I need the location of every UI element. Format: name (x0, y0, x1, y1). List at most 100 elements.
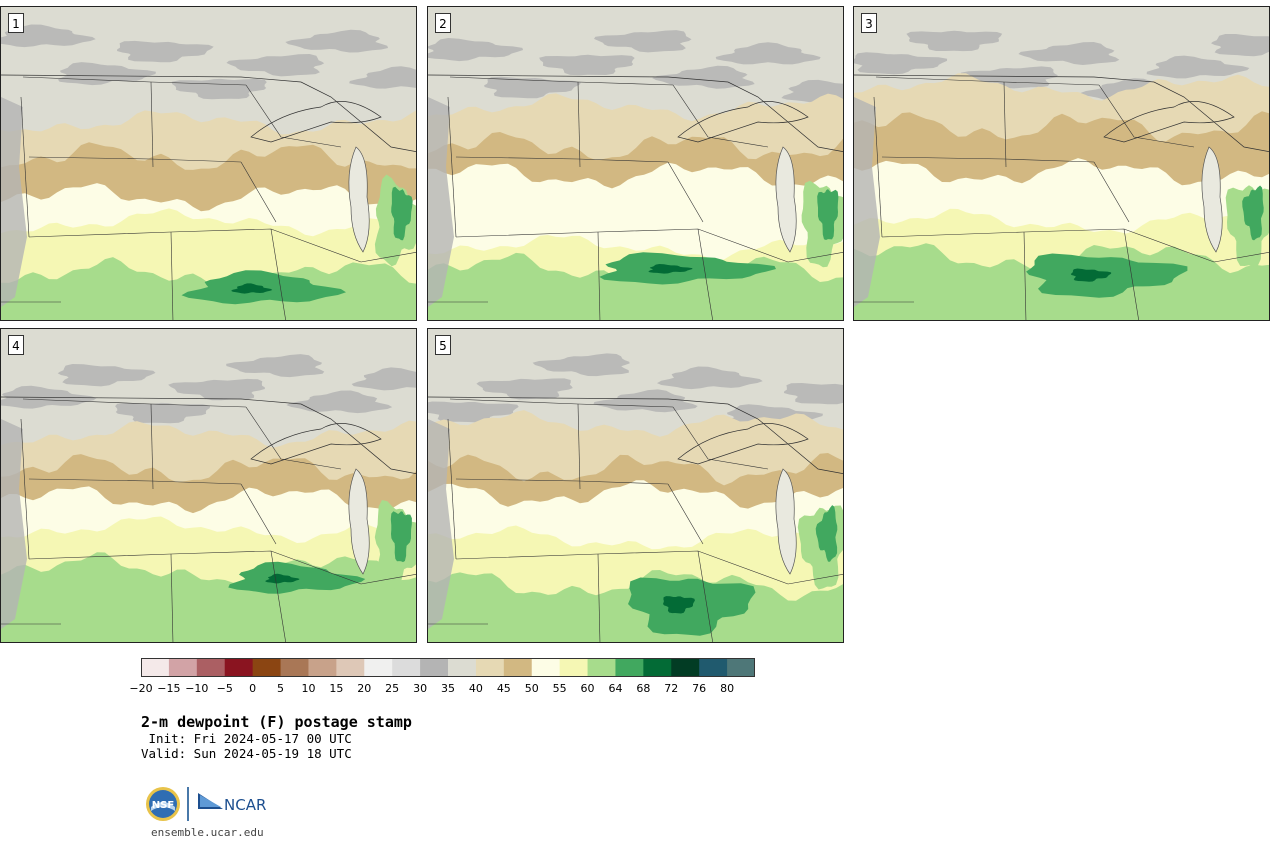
colorbar-segment (699, 658, 728, 677)
dewpoint-shading-region (390, 511, 412, 563)
colorbar-segment (196, 658, 226, 677)
state-boundary-line (240, 483, 277, 545)
dewpoint-shading-region (57, 364, 156, 387)
colorbar-segment (168, 658, 198, 677)
dewpoint-field-map (428, 329, 843, 642)
lake-outline (775, 146, 797, 253)
dewpoint-shading-region (783, 383, 843, 405)
member-number-badge: 4 (8, 335, 24, 355)
colorbar-tick-label: 15 (329, 682, 344, 695)
state-boundary-line (455, 478, 669, 485)
country-boundary-line (1, 74, 416, 152)
colorbar-segment (364, 658, 393, 677)
state-boundary-line (270, 228, 286, 320)
colorbar-tick-label: 60 (580, 682, 595, 695)
colorbar-tick-label: −10 (185, 682, 209, 695)
state-boundary-line (360, 252, 416, 263)
colorbar-segment (727, 658, 755, 677)
colorbar-segment (280, 658, 310, 677)
dewpoint-shading-region (539, 54, 635, 76)
country-boundary-line (854, 74, 1269, 152)
state-boundary-line (360, 574, 416, 585)
colorbar-tick-label: 55 (552, 682, 567, 695)
dewpoint-shading-region (1, 419, 27, 629)
dewpoint-shading-region (854, 97, 880, 307)
dewpoint-shading-region (532, 353, 630, 377)
state-boundary-line (1003, 81, 1007, 168)
footer-site-url: ensemble.ucar.edu (151, 826, 264, 839)
state-boundary-line (245, 406, 342, 470)
dewpoint-shading-region (168, 378, 265, 401)
state-boundary-line (447, 96, 457, 238)
colorbar-tick-label: 45 (496, 682, 511, 695)
colorbar-segment (252, 658, 282, 677)
colorbar-segment (643, 658, 672, 677)
colorbar-tick-label: −20 (129, 682, 153, 695)
dewpoint-shading-region (1070, 268, 1112, 282)
dewpoint-shading-region (906, 30, 1003, 52)
dewpoint-shading-region (181, 270, 346, 305)
state-boundary-line (873, 96, 883, 238)
colorbar-tick-label: 68 (636, 682, 651, 695)
state-boundary-line (1023, 231, 1027, 320)
dewpoint-shading-region (854, 52, 948, 75)
dewpoint-shading-region (171, 78, 267, 100)
colorbar-tick-label: −15 (157, 682, 181, 695)
ensemble-member-map-3: 3 (853, 6, 1270, 321)
colorbar-segment (559, 658, 589, 677)
dewpoint-shading-region (349, 66, 416, 89)
lake-outline (348, 146, 370, 253)
dewpoint-field-map (854, 7, 1269, 320)
member-number-badge: 5 (435, 335, 451, 355)
colorbar-tick-label: 35 (441, 682, 455, 695)
colorbar-segment (475, 658, 505, 677)
state-boundary-line (787, 252, 843, 263)
state-boundary-line (245, 84, 342, 148)
lake-outline (348, 468, 370, 575)
colorbar-border (141, 658, 755, 677)
state-boundary-line (697, 228, 713, 320)
coastline (1103, 101, 1235, 143)
dewpoint-shading-region (285, 29, 389, 53)
state-boundary-line (455, 550, 789, 585)
dewpoint-shading-region (226, 354, 325, 378)
dewpoint-shading-region (817, 189, 839, 240)
state-boundary-line (667, 161, 704, 223)
state-boundary-line (150, 403, 154, 490)
dewpoint-field-map (1, 7, 416, 320)
coastline (677, 101, 809, 143)
valid-time: Valid: Sun 2024-05-19 18 UTC (141, 746, 352, 761)
dewpoint-shading-region (1242, 185, 1264, 241)
member-number-badge: 3 (861, 13, 877, 33)
nsf-ncar-logo: NSF NCAR (146, 787, 266, 821)
state-boundary-line (1093, 161, 1130, 223)
colorbar-segment (503, 658, 533, 677)
dewpoint-shading-region (228, 561, 366, 594)
dewpoint-shading-region (1, 97, 27, 307)
colorbar-segment (531, 658, 561, 677)
ensemble-member-map-1: 1 (0, 6, 417, 321)
coastline (677, 423, 809, 465)
colorbar-tick-label: 80 (720, 682, 735, 695)
dewpoint-shading-region (226, 54, 325, 77)
state-boundary-line (597, 553, 601, 642)
country-boundary-line (1, 396, 416, 474)
colorbar-segment (448, 658, 477, 677)
nsf-seal-icon: NSF (146, 787, 180, 821)
state-boundary-line (28, 228, 362, 263)
colorbar-tick-label: 10 (301, 682, 316, 695)
dewpoint-shading-region (115, 402, 211, 424)
dewpoint-shading-region (1018, 42, 1120, 65)
state-boundary-line (455, 156, 669, 163)
dewpoint-shading-region (265, 573, 300, 584)
state-boundary-line (667, 483, 704, 545)
state-boundary-line (447, 418, 457, 560)
colorbar-tick-label: 72 (664, 682, 679, 695)
ncar-logo-icon: NCAR (198, 793, 266, 814)
dewpoint-shading-region (594, 30, 692, 53)
dewpoint-shading-region (648, 264, 693, 274)
colorbar-tick-label: 64 (608, 682, 623, 695)
dewpoint-shading-region (428, 38, 524, 62)
state-boundary-line (270, 550, 286, 642)
plot-title: 2-m dewpoint (F) postage stamp (141, 713, 412, 731)
